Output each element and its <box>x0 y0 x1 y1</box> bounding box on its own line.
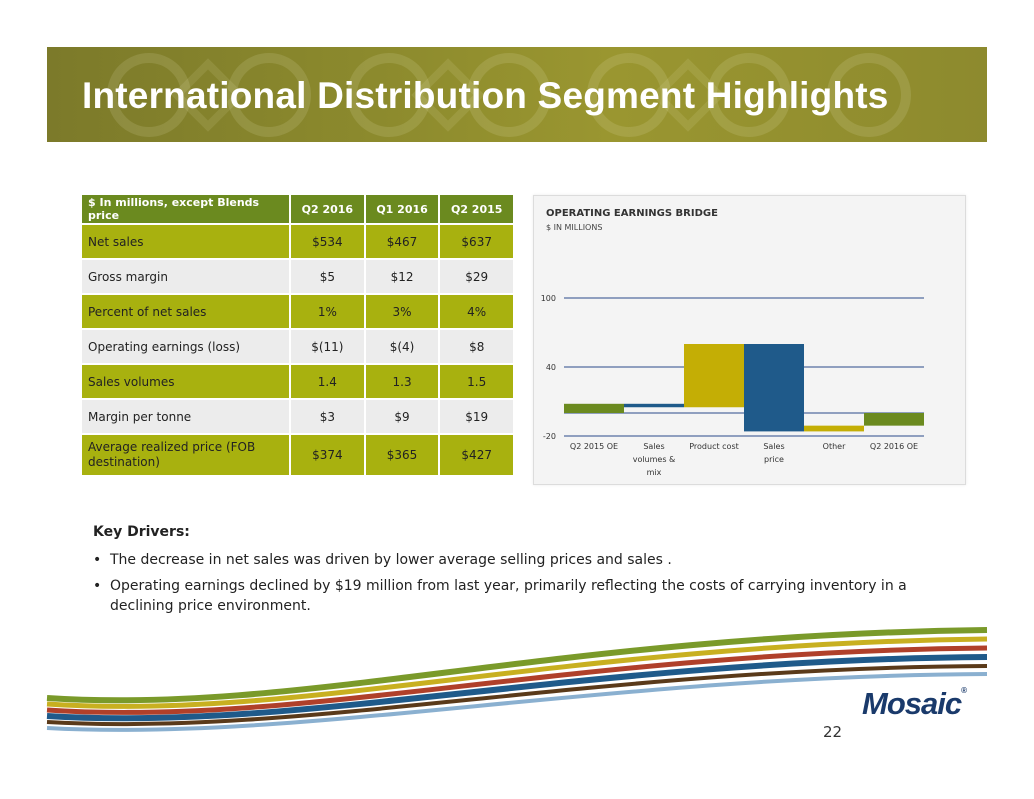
table-row: Gross margin $5 $12 $29 <box>82 258 513 294</box>
x-tick-label: Product cost <box>689 442 739 451</box>
table-row: Average realized price (FOB destination)… <box>82 433 513 475</box>
page-title: International Distribution Segment Highl… <box>82 75 889 116</box>
table-cell: $467 <box>364 223 441 259</box>
table-cell: Percent of net sales <box>82 293 291 329</box>
table-cell: $29 <box>439 258 513 294</box>
table-cell: $365 <box>364 433 441 475</box>
table-cell: $(4) <box>364 328 441 364</box>
registered-mark: ® <box>961 686 967 695</box>
table-cell: $3 <box>290 398 366 434</box>
table-cell: $5 <box>290 258 366 294</box>
bar <box>564 403 624 413</box>
table-cell: $9 <box>364 398 441 434</box>
operating-earnings-chart: OPERATING EARNINGS BRIDGE $ IN MILLIONS … <box>533 195 966 485</box>
mosaic-logo: Mosaic® <box>862 686 967 722</box>
financial-table: $ In millions, except Blends price Q2 20… <box>82 195 513 475</box>
table-cell: Average realized price (FOB destination) <box>82 433 291 475</box>
table-row: Margin per tonne $3 $9 $19 <box>82 398 513 434</box>
table-cell: 1.4 <box>290 363 366 399</box>
table-cell: Gross margin <box>82 258 291 294</box>
table-cell: Operating earnings (loss) <box>82 328 291 364</box>
x-tick-label: Q2 2016 OE <box>870 442 918 451</box>
banner-motif <box>707 53 791 137</box>
banner-motif <box>227 53 311 137</box>
banner-motif <box>347 53 431 137</box>
table-cell: $12 <box>364 258 441 294</box>
bar <box>804 425 864 432</box>
table-row: Sales volumes 1.4 1.3 1.5 <box>82 363 513 399</box>
table-cell: $8 <box>439 328 513 364</box>
table-cell: 1% <box>290 293 366 329</box>
table-cell: $19 <box>439 398 513 434</box>
table-cell: $374 <box>290 433 366 475</box>
table-cell: $637 <box>439 223 513 259</box>
x-tick-label: Sales price <box>763 442 784 464</box>
bar <box>864 413 924 426</box>
bar <box>624 403 684 408</box>
table-cell: 1.3 <box>364 363 441 399</box>
table-header-cell: Q1 2016 <box>364 195 441 224</box>
x-tick-label: Other <box>823 442 846 451</box>
table-cell: 3% <box>364 293 441 329</box>
table-row: Net sales $534 $467 $637 <box>82 223 513 259</box>
title-banner: International Distribution Segment Highl… <box>47 47 987 142</box>
drivers-list: The decrease in net sales was driven by … <box>93 550 953 616</box>
chart-title: OPERATING EARNINGS BRIDGE <box>546 208 718 219</box>
table-cell: Net sales <box>82 223 291 259</box>
table-cell: $427 <box>439 433 513 475</box>
bar <box>684 344 744 408</box>
chart-plot: -20 40 100 Q2 2015 OE Sales volumes & mix Produ… <box>541 294 924 477</box>
table-header-cell: $ In millions, except Blends price <box>82 195 291 224</box>
list-item: Operating earnings declined by $19 milli… <box>93 576 953 616</box>
banner-motif <box>467 53 551 137</box>
y-tick-label: -20 <box>543 432 556 441</box>
chart-subtitle: $ IN MILLIONS <box>546 223 603 232</box>
table-cell: Sales volumes <box>82 363 291 399</box>
decorative-swoosh <box>46 627 988 732</box>
page-number: 22 <box>823 723 843 741</box>
table-cell: 1.5 <box>439 363 513 399</box>
table-header-row: $ In millions, except Blends price Q2 20… <box>82 195 513 224</box>
table-header-cell: Q2 2016 <box>290 195 366 224</box>
banner-motif <box>587 53 671 137</box>
x-tick-label: Sales volumes & mix <box>633 442 676 477</box>
table-row: Operating earnings (loss) $(11) $(4) $8 <box>82 328 513 364</box>
y-tick-label: 40 <box>546 363 556 372</box>
x-tick-label: Q2 2015 OE <box>570 442 618 451</box>
bar <box>744 344 804 432</box>
table-cell: $(11) <box>290 328 366 364</box>
table-cell: $534 <box>290 223 366 259</box>
key-drivers: Key Drivers: The decrease in net sales w… <box>93 524 953 622</box>
table-header-cell: Q2 2015 <box>439 195 513 224</box>
banner-motif <box>107 53 191 137</box>
drivers-heading: Key Drivers: <box>93 524 190 540</box>
y-tick-label: 100 <box>541 294 556 303</box>
table-cell: 4% <box>439 293 513 329</box>
table-cell: Margin per tonne <box>82 398 291 434</box>
table-row: Percent of net sales 1% 3% 4% <box>82 293 513 329</box>
logo-text: Mosaic <box>862 686 962 721</box>
list-item: The decrease in net sales was driven by … <box>93 550 953 570</box>
banner-motif <box>827 53 911 137</box>
